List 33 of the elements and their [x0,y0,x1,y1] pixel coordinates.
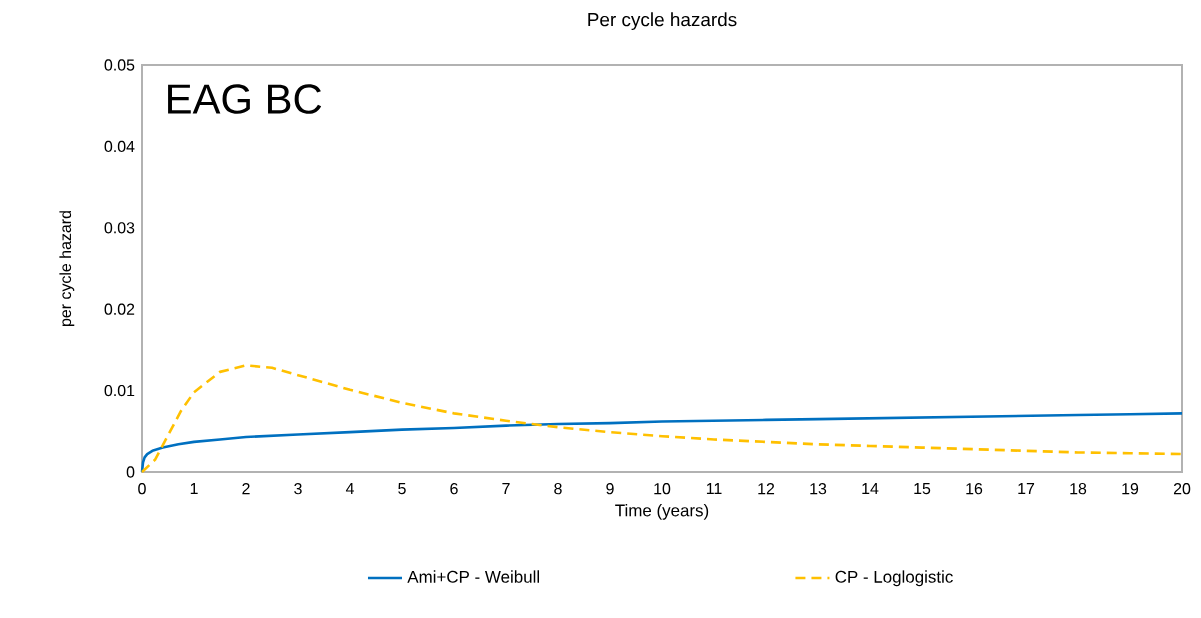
x-tick-label: 10 [654,483,671,495]
x-tick-label: 17 [1018,483,1035,495]
x-tick-label: 7 [502,483,510,495]
x-tick-label: 1 [190,483,198,495]
y-tick-label: 0.01 [104,384,135,397]
x-tick-label: 14 [862,483,879,495]
x-tick-label: 20 [1173,483,1191,495]
x-axis-title: Time (years) [615,504,709,520]
x-tick-label: 9 [606,483,614,495]
x-tick-label: 8 [554,483,562,495]
y-tick-label: 0.03 [104,222,135,234]
annotation: EAG BC [168,84,322,114]
x-tick-label: 19 [1122,483,1139,495]
x-tick-label: 15 [914,483,931,495]
x-tick-label: 12 [758,483,775,495]
y-tick-label: 0 [126,466,135,478]
x-tick-label: 2 [242,483,250,495]
x-tick-label: 6 [450,483,458,495]
x-tick-label: 3 [294,483,302,495]
x-tick-label: 13 [810,483,827,495]
x-tick-label: 4 [345,483,354,495]
legend-label: CP - Loglogistic [835,570,953,587]
legend-label: Ami+CP - Weibull [407,570,539,583]
y-tick-label: 0.05 [104,59,135,71]
chart-title: Per cycle hazards [588,12,737,31]
x-tick-label: 11 [706,483,722,495]
x-tick-label: 18 [1070,483,1087,495]
y-tick-label: 0.04 [104,140,135,153]
y-axis-title: per cycle hazard [59,211,75,326]
x-tick-label: 5 [398,483,406,495]
y-tick-label: 0.02 [104,303,135,315]
x-tick-label: 16 [966,483,983,495]
x-tick-label: 0 [138,483,146,495]
